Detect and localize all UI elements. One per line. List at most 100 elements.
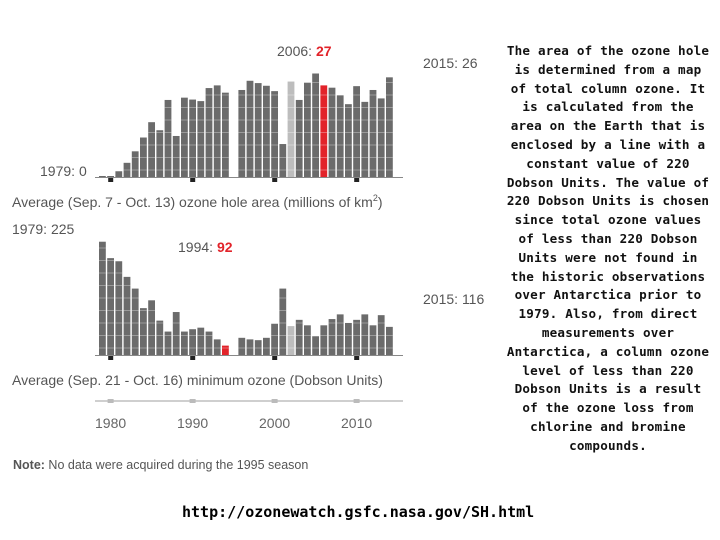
minozone-bar-1983 <box>131 288 139 355</box>
minozone-bar-2014 <box>386 326 393 355</box>
minozone-bar-2003 <box>295 319 303 355</box>
minozone-bar-1982 <box>123 276 131 355</box>
area-bar-2005 <box>312 73 319 177</box>
minozone-bar-2000 <box>271 323 278 355</box>
area-bar-2013 <box>377 98 385 177</box>
year-axis-label-2010: 2010 <box>341 415 372 431</box>
minozone-bar-2001 <box>279 288 287 355</box>
area-tick-2010 <box>354 178 360 182</box>
year-axis-label-1980: 1980 <box>95 415 126 431</box>
minozone-bar-1999 <box>263 337 270 355</box>
minozone-bar-1992 <box>205 331 213 355</box>
minozone-bar-1989 <box>181 331 188 355</box>
chart1-annotation-2015: 2015: 26 <box>423 55 478 71</box>
area-bar-1982 <box>123 162 131 177</box>
chart1-title: Average (Sep. 7 - Oct. 13) ozone hole ar… <box>12 193 383 210</box>
minozone-bar-1988 <box>172 312 180 355</box>
chart2-annotation-2015: 2015: 116 <box>423 291 484 307</box>
area-bar-1990 <box>189 99 196 177</box>
minozone-bar-1987 <box>164 331 172 355</box>
minozone-tick-2010 <box>354 356 360 360</box>
area-bar-2000 <box>271 91 278 177</box>
minozone-bar-2011 <box>361 314 369 355</box>
minozone-bar-1993 <box>213 339 221 355</box>
area-tick-1990 <box>190 178 196 182</box>
annotation-label: 1979: <box>12 221 51 237</box>
area-bar-1989 <box>181 97 188 177</box>
minimum-ozone-chart <box>95 241 403 360</box>
annotation-value: 27 <box>316 43 332 59</box>
annotation-value: 0 <box>79 163 87 179</box>
year-axis-label-2000: 2000 <box>259 415 290 431</box>
minozone-bar-1994 <box>222 345 229 355</box>
annotation-label: 2015: <box>423 55 462 71</box>
chart1-title-text: Average (Sep. 7 - Oct. 13) ozone hole ar… <box>12 194 373 210</box>
year-axis-tick-2000 <box>271 399 278 403</box>
area-bar-1983 <box>131 151 139 177</box>
minozone-bar-2007 <box>328 319 336 355</box>
chart1-annotation-1979: 1979: 0 <box>40 163 87 179</box>
area-bar-1994 <box>222 92 229 177</box>
area-bar-1996 <box>238 89 246 177</box>
area-tick-2000 <box>272 178 278 182</box>
minozone-tick-2000 <box>272 356 278 360</box>
minozone-bar-1997 <box>246 339 254 355</box>
minozone-bar-1986 <box>156 320 164 355</box>
ozone-charts: Average (Sep. 7 - Oct. 13) ozone hole ar… <box>12 43 484 431</box>
area-bar-1999 <box>263 85 270 177</box>
area-bar-1991 <box>197 101 205 177</box>
area-bar-1986 <box>156 130 164 177</box>
area-bar-1987 <box>164 99 172 177</box>
area-bar-1979 <box>99 176 106 177</box>
minozone-bar-1981 <box>115 261 123 355</box>
area-bar-1988 <box>172 135 180 177</box>
minozone-bar-1998 <box>254 340 262 355</box>
note-label: Note: <box>13 458 45 472</box>
year-axis-label-1990: 1990 <box>177 415 208 431</box>
area-bar-1993 <box>213 85 221 177</box>
area-bar-2014 <box>386 77 393 177</box>
minozone-bar-1985 <box>148 300 155 355</box>
annotation-value: 225 <box>51 221 75 237</box>
area-bar-2001 <box>279 144 287 177</box>
year-axis-tick-2010 <box>353 399 360 403</box>
minozone-bar-2009 <box>345 322 352 355</box>
minozone-bar-2012 <box>369 325 377 355</box>
area-bar-2008 <box>336 95 344 177</box>
chart2-annotation-1979: 1979: 225 <box>12 221 75 237</box>
chart2-annotation-1994: 1994: 92 <box>178 239 233 255</box>
area-bar-1985 <box>148 122 155 177</box>
minozone-tick-1980 <box>108 356 114 360</box>
minozone-bar-2013 <box>377 315 385 355</box>
minozone-bar-2002 <box>287 326 295 355</box>
chart1-title-sup: 2 <box>373 193 378 203</box>
minozone-bar-2004 <box>304 325 311 355</box>
data-note: Note: No data were acquired during the 1… <box>13 458 308 472</box>
chart1-title-close: ) <box>378 194 383 210</box>
area-bar-1981 <box>115 171 123 177</box>
area-bar-1998 <box>254 83 262 177</box>
source-url[interactable]: http://ozonewatch.gsfc.nasa.gov/SH.html <box>182 503 535 521</box>
annotation-value: 92 <box>217 239 233 255</box>
area-bar-2012 <box>369 89 377 177</box>
annotation-label: 1979: <box>40 163 79 179</box>
area-bar-2011 <box>361 101 369 177</box>
minozone-bar-2008 <box>336 314 344 355</box>
minozone-tick-1990 <box>190 356 196 360</box>
year-axis: 1980 1990 2000 2010 <box>95 399 403 431</box>
minozone-bar-2010 <box>353 319 360 355</box>
area-tick-1980 <box>108 178 114 182</box>
area-bar-1997 <box>246 80 254 177</box>
annotation-label: 2015: <box>423 291 462 307</box>
minozone-bar-1979 <box>99 241 106 355</box>
annotation-label: 1994: <box>178 239 217 255</box>
area-bar-1980 <box>107 176 114 177</box>
minozone-bar-1996 <box>238 337 246 355</box>
minozone-bar-1991 <box>197 327 205 355</box>
minozone-bar-1984 <box>140 308 147 355</box>
area-bar-2009 <box>345 104 352 177</box>
area-bar-2006 <box>320 85 328 177</box>
chart1-annotation-2006: 2006: 27 <box>277 43 332 59</box>
area-bar-2003 <box>295 99 303 177</box>
area-bar-2002 <box>287 81 295 177</box>
